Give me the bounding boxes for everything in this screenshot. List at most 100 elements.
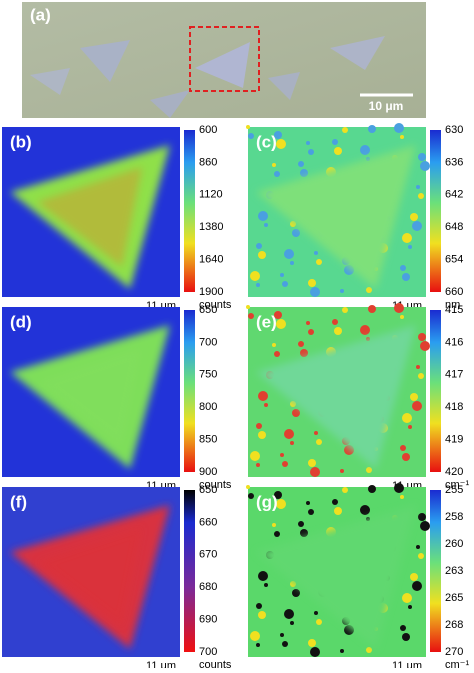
noise-speckle [264,403,268,407]
noise-speckle [394,303,404,313]
colorbar-tick-label: 660 [199,516,217,528]
noise-speckle [416,185,420,189]
noise-speckle [366,647,372,653]
noise-speckle [360,505,370,515]
colorbar-tick-label: 850 [199,434,217,446]
noise-speckle [310,467,320,477]
noise-speckle [366,287,372,293]
noise-speckle [258,211,268,221]
colorbar [184,310,195,472]
colorbar-tick-label: 263 [445,565,463,577]
noise-speckle [314,251,318,255]
noise-speckle [274,531,280,537]
noise-speckle [410,213,418,221]
noise-speckle [368,125,376,133]
noise-speckle [400,265,406,271]
flake [150,90,190,118]
colorbar-tick-label: 680 [199,581,217,593]
noise-speckle [394,483,404,493]
noise-speckle [292,589,300,597]
colorbar-tick-label: 670 [199,549,217,561]
colorbar-tick-label: 268 [445,619,463,631]
colorbar-tick-label: 418 [445,401,463,413]
noise-speckle [310,647,320,657]
noise-speckle [400,625,406,631]
noise-speckle [314,431,318,435]
panel-label: (d) [10,312,32,331]
colorbar-tick-label: 420 [445,466,463,478]
colorbar-tick-label: 648 [445,221,463,233]
colorbar-tick-label: 260 [445,538,463,550]
colorbar-unit: cm⁻¹ [445,659,469,668]
noise-speckle [274,491,282,499]
noise-speckle [332,319,338,325]
noise-speckle [298,161,304,167]
noise-speckle [292,229,300,237]
noise-speckle [246,305,250,309]
noise-speckle [308,149,314,155]
colorbar-tick-label: 642 [445,189,463,201]
noise-speckle [412,221,422,231]
noise-speckle [300,169,308,177]
noise-speckle [340,469,344,473]
noise-speckle [332,499,338,505]
colorbar-tick-label: 690 [199,614,217,626]
noise-speckle [274,351,280,357]
noise-speckle [308,509,314,515]
noise-speckle [416,545,420,549]
panel-label: (e) [256,312,277,331]
colorbar-tick-label: 255 [445,484,463,496]
noise-speckle [402,233,412,243]
noise-speckle [250,451,260,461]
noise-speckle [274,131,282,139]
noise-speckle [256,463,260,467]
colorbar-tick-label: 654 [445,254,463,266]
noise-speckle [306,141,310,145]
noise-speckle [400,445,406,451]
noise-speckle [412,581,422,591]
noise-speckle [256,243,262,249]
colorbar-tick-label: 265 [445,592,463,604]
colorbar-tick-label: 860 [199,156,217,168]
noise-speckle [418,373,424,379]
colorbar-unit: counts [199,659,232,668]
scale-bar-label: 10 μm [369,99,404,113]
panel-label: (b) [10,132,32,151]
noise-speckle [276,319,286,329]
colorbar-tick-label: 636 [445,156,463,168]
noise-speckle [360,325,370,335]
noise-speckle [250,631,260,641]
noise-speckle [298,521,304,527]
noise-speckle [282,641,288,647]
colorbar-tick-label: 415 [445,304,463,316]
noise-speckle [308,329,314,335]
noise-speckle [408,425,412,429]
noise-speckle [400,495,404,499]
noise-speckle [292,409,300,417]
noise-speckle [418,333,426,341]
noise-speckle [402,593,412,603]
noise-speckle [408,245,412,249]
noise-speckle [418,513,426,521]
noise-speckle [258,251,266,259]
noise-speckle [418,193,424,199]
colorbar [430,310,441,472]
noise-speckle [246,125,250,129]
noise-speckle [334,507,342,515]
noise-speckle [282,281,288,287]
colorbar-tick-label: 630 [445,124,463,136]
noise-speckle [412,401,422,411]
noise-speckle [402,633,410,641]
scale-label: 11 μm [392,660,422,668]
noise-speckle [400,135,404,139]
colorbar-tick-label: 1640 [199,254,223,266]
colorbar-tick-label: 650 [199,484,217,496]
colorbar-unit: cm⁻¹ [445,479,469,491]
noise-speckle [284,249,294,259]
